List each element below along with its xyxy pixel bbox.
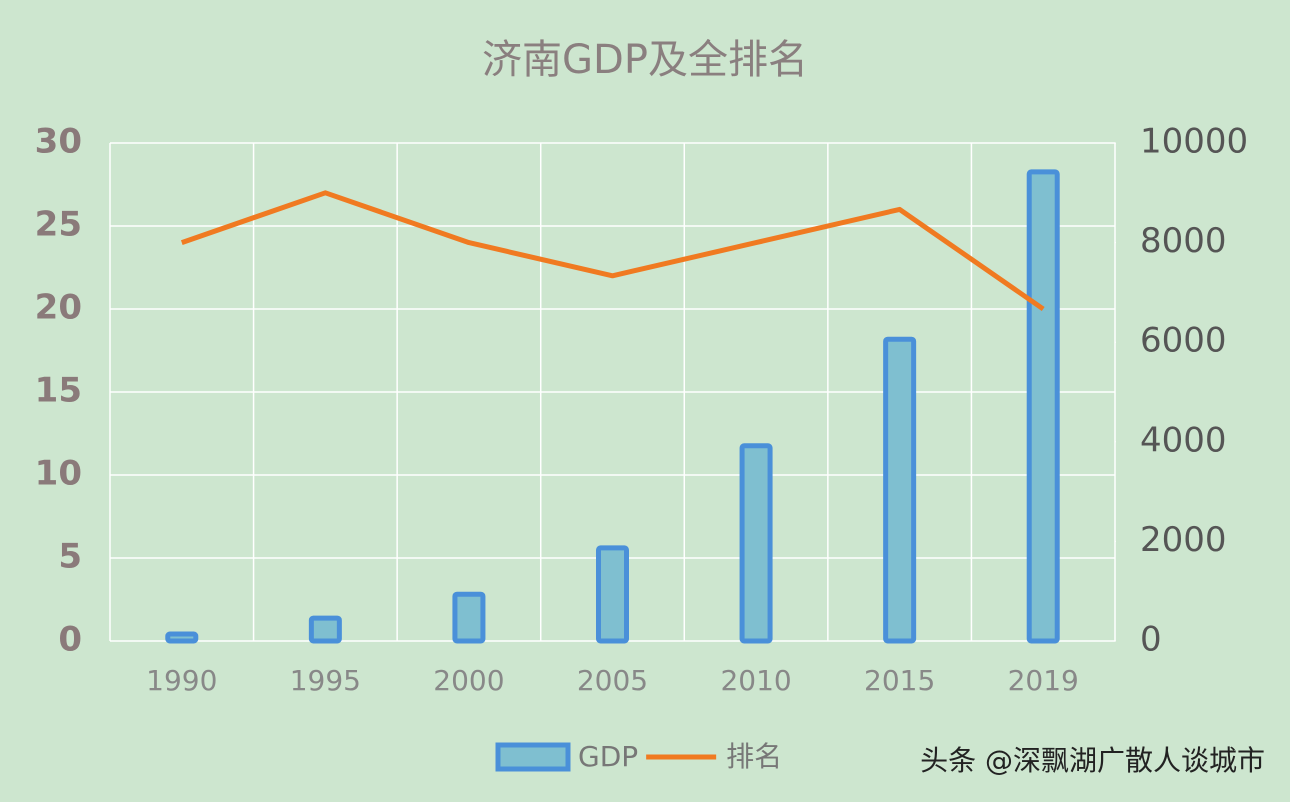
- y2-tick-label: 8000: [1140, 221, 1227, 261]
- y-tick-label: 10: [35, 454, 82, 494]
- y2-tick-label: 4000: [1140, 420, 1227, 460]
- bar: [739, 443, 773, 644]
- x-tick-label: 2000: [433, 664, 504, 697]
- x-tick-label: 2015: [864, 664, 935, 697]
- x-tick-label: 1995: [290, 664, 361, 697]
- y-tick-label: 5: [58, 537, 82, 577]
- bar: [596, 545, 629, 644]
- y2-tick-label: 2000: [1140, 520, 1227, 560]
- legend-swatch: [495, 742, 571, 772]
- y-tick-label: 25: [35, 205, 82, 245]
- bar: [308, 615, 342, 644]
- y-tick-label: 0: [58, 620, 82, 660]
- y2-tick-label: 6000: [1140, 321, 1227, 361]
- y-tick-label: 30: [35, 122, 82, 162]
- legend-label: GDP: [578, 740, 638, 773]
- y2-tick-label: 0: [1140, 620, 1162, 660]
- bar: [1026, 169, 1060, 644]
- y-tick-label: 15: [35, 371, 82, 411]
- legend-label: 排名: [726, 740, 782, 773]
- bar: [452, 591, 486, 644]
- x-tick-label: 2019: [1008, 664, 1079, 697]
- chart-title: 济南GDP及全排名: [482, 37, 808, 83]
- y-tick-label: 20: [35, 288, 82, 328]
- x-tick-label: 2010: [720, 664, 791, 697]
- x-tick-label: 2005: [577, 664, 648, 697]
- watermark: 头条 @深飘湖广散人谈城市: [920, 744, 1265, 777]
- line: [180, 190, 1045, 312]
- bar: [165, 631, 199, 644]
- bar: [883, 336, 917, 644]
- y2-tick-label: 10000: [1140, 122, 1248, 162]
- x-tick-label: 1990: [146, 664, 217, 697]
